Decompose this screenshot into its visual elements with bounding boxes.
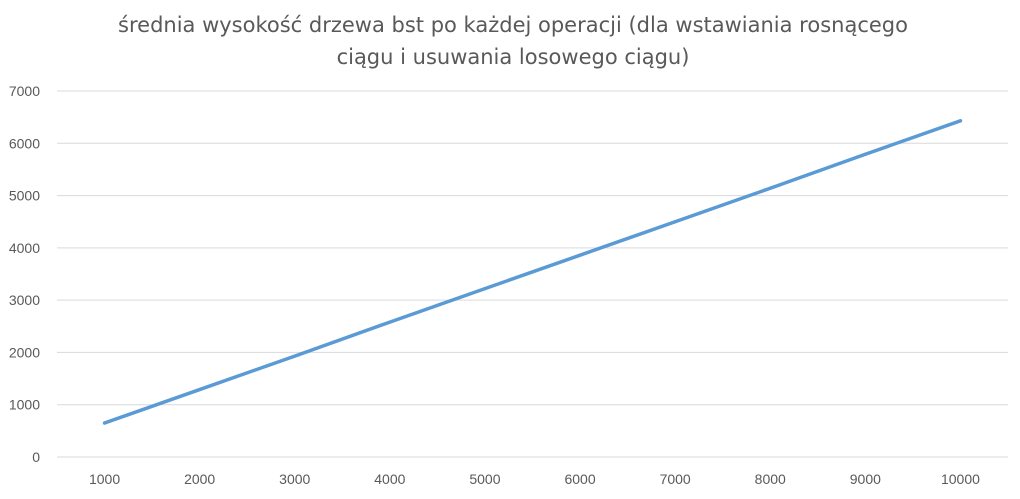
data-point-3000 bbox=[293, 354, 297, 358]
x-tick-label-2000: 2000 bbox=[184, 471, 215, 487]
x-axis-tick-labels: 1000 2000 3000 4000 5000 6000 7000 8000 9000 1000… bbox=[89, 471, 980, 487]
data-point-9000 bbox=[863, 152, 867, 156]
y-tick-label-3000: 3000 bbox=[9, 292, 40, 308]
data-point-6000 bbox=[578, 253, 582, 257]
y-tick-label-0: 0 bbox=[32, 449, 40, 465]
data-point-10000 bbox=[958, 119, 963, 123]
x-tick-label-7000: 7000 bbox=[660, 471, 691, 487]
y-tick-label-1000: 1000 bbox=[9, 397, 40, 413]
data-point-8000 bbox=[768, 186, 772, 190]
y-gridlines bbox=[57, 90, 1008, 458]
series-line-0 bbox=[102, 119, 963, 425]
x-tick-label-10000: 10000 bbox=[941, 471, 980, 487]
series-lines bbox=[102, 119, 963, 425]
y-tick-label-5000: 5000 bbox=[9, 188, 40, 204]
y-tick-label-6000: 6000 bbox=[9, 135, 40, 151]
y-tick-label-4000: 4000 bbox=[9, 240, 40, 256]
x-tick-label-3000: 3000 bbox=[279, 471, 310, 487]
x-tick-label-5000: 5000 bbox=[469, 471, 500, 487]
chart-title: średnia wysokość drzewa bst po każdej op… bbox=[118, 13, 908, 69]
data-point-4000 bbox=[388, 320, 392, 324]
x-tick-label-8000: 8000 bbox=[755, 471, 786, 487]
chart-title-line-2: ciągu i usuwania losowego ciągu) bbox=[337, 45, 690, 69]
data-point-2000 bbox=[198, 387, 202, 392]
x-tick-label-9000: 9000 bbox=[850, 471, 881, 487]
x-tick-label-6000: 6000 bbox=[564, 471, 595, 487]
x-tick-label-4000: 4000 bbox=[374, 471, 405, 487]
y-tick-label-2000: 2000 bbox=[9, 344, 40, 360]
data-point-5000 bbox=[483, 287, 487, 291]
y-axis-tick-labels: 0 1000 2000 3000 4000 5000 6000 7000 bbox=[9, 83, 40, 465]
x-tick-label-1000: 1000 bbox=[89, 471, 120, 487]
y-tick-label-7000: 7000 bbox=[9, 83, 40, 99]
chart-title-line-1: średnia wysokość drzewa bst po każdej op… bbox=[118, 13, 908, 37]
data-point-7000 bbox=[673, 220, 677, 224]
data-point-1000 bbox=[102, 421, 107, 425]
